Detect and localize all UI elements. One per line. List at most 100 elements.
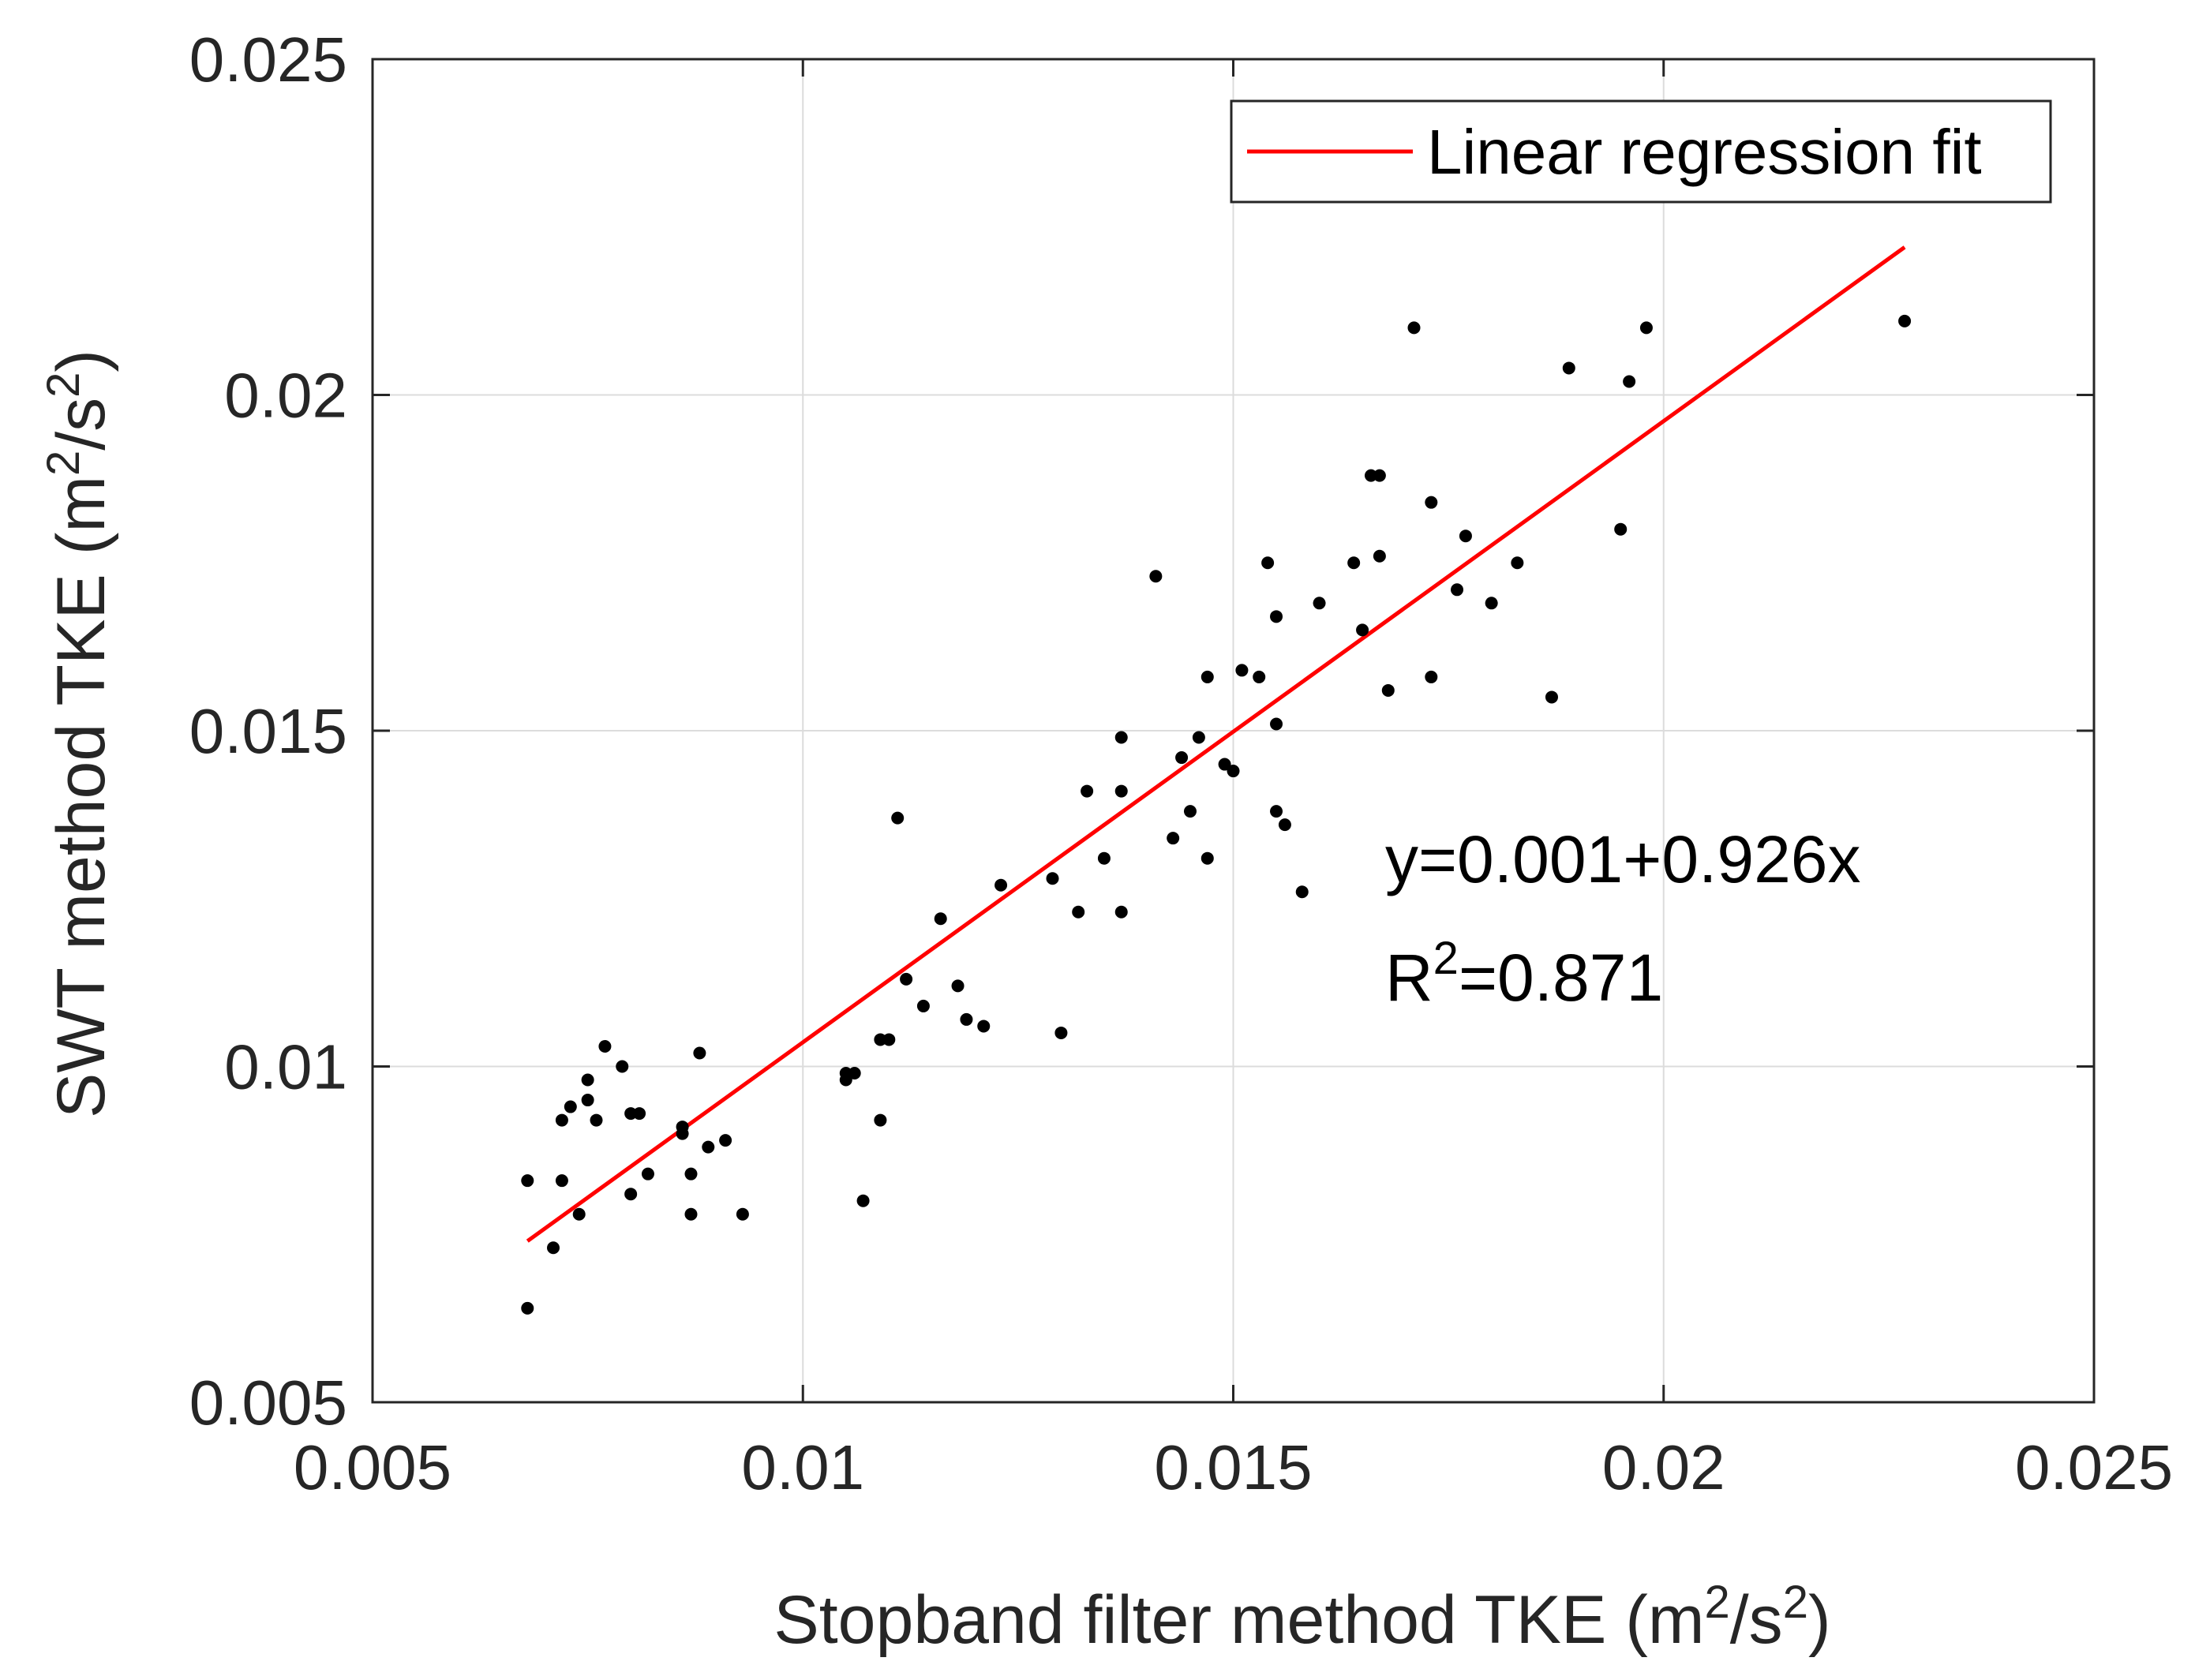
data-point xyxy=(994,878,1008,892)
x-axis-label-mid: /s xyxy=(1730,1582,1783,1658)
data-point xyxy=(1347,556,1361,570)
y-tick-label: 0.01 xyxy=(224,1032,347,1102)
axis-ticks xyxy=(371,58,2096,1404)
data-point xyxy=(1623,375,1636,388)
r-squared-value: =0.871 xyxy=(1459,941,1663,1015)
data-point xyxy=(1451,583,1464,597)
y-tick-labels: 0.005 0.01 0.015 0.02 0.025 xyxy=(189,24,347,1438)
data-point xyxy=(891,811,905,825)
data-point xyxy=(684,1167,698,1180)
data-point xyxy=(1545,690,1558,704)
x-tick-label: 0.005 xyxy=(294,1432,451,1502)
data-point xyxy=(1278,818,1291,832)
data-point xyxy=(1373,549,1386,563)
data-point xyxy=(1270,805,1283,818)
x-tick-label: 0.025 xyxy=(2015,1432,2173,1502)
data-point xyxy=(1313,597,1326,610)
data-point xyxy=(1114,731,1128,744)
regression-fit-line xyxy=(526,245,1906,1243)
data-point xyxy=(521,1174,534,1188)
x-axis-label-prefix: Stopband filter method TKE (m xyxy=(774,1582,1704,1658)
data-point xyxy=(1201,670,1214,683)
data-point xyxy=(1149,570,1163,583)
data-point xyxy=(882,1033,896,1046)
data-point xyxy=(1459,529,1472,543)
data-point xyxy=(1270,610,1283,623)
x-axis-label-suffix: ) xyxy=(1808,1582,1831,1658)
data-point xyxy=(564,1100,577,1113)
data-point xyxy=(1046,872,1059,885)
y-tick-label: 0.015 xyxy=(189,696,347,766)
y-tick-label: 0.025 xyxy=(189,24,347,95)
data-point xyxy=(555,1113,568,1127)
data-point xyxy=(1227,765,1240,778)
y-tick-label: 0.02 xyxy=(224,361,347,431)
data-point xyxy=(916,999,930,1012)
data-point xyxy=(1192,731,1205,744)
legend-entry-label: Linear regression fit xyxy=(1427,117,1982,187)
data-point xyxy=(1898,314,1912,327)
data-point xyxy=(1114,905,1128,919)
data-point xyxy=(598,1039,612,1053)
x-tick-labels: 0.005 0.01 0.015 0.02 0.025 xyxy=(294,1432,2173,1502)
data-point xyxy=(1485,597,1498,610)
data-point xyxy=(1425,670,1438,683)
data-point xyxy=(1511,556,1524,570)
legend: Linear regression fit xyxy=(1230,99,2052,204)
data-point xyxy=(590,1113,603,1127)
data-point xyxy=(641,1167,654,1180)
x-axis-label-superscript-2: 2 xyxy=(1783,1577,1808,1628)
data-point xyxy=(693,1046,706,1060)
data-point xyxy=(1253,670,1266,683)
data-point xyxy=(684,1207,698,1221)
scatter-points xyxy=(521,314,1912,1315)
data-point xyxy=(1356,623,1369,637)
data-point xyxy=(839,1073,852,1087)
data-point xyxy=(521,1301,534,1315)
data-point xyxy=(702,1140,715,1154)
data-point xyxy=(1218,758,1231,771)
regression-equation: y=0.001+0.926x xyxy=(1385,822,1861,896)
x-axis-label-superscript: 2 xyxy=(1705,1577,1730,1628)
r-squared-superscript: 2 xyxy=(1433,933,1459,984)
data-point xyxy=(1425,496,1438,509)
data-point xyxy=(633,1107,646,1121)
y-axis-label-superscript: 2 xyxy=(38,451,89,476)
r-squared-annotation: R2=0.871 xyxy=(1385,933,1663,1015)
data-point xyxy=(1175,751,1189,765)
data-point xyxy=(1097,851,1111,865)
data-point xyxy=(1054,1026,1068,1039)
r-squared-prefix: R xyxy=(1385,941,1433,1015)
y-tick-label: 0.005 xyxy=(189,1368,347,1438)
data-point xyxy=(1167,832,1180,845)
fit-layer xyxy=(526,245,1906,1243)
data-point xyxy=(555,1174,568,1188)
x-tick-label: 0.02 xyxy=(1602,1432,1725,1502)
data-point xyxy=(1201,851,1214,865)
data-point xyxy=(1381,683,1395,697)
data-point xyxy=(977,1020,991,1033)
x-axis-label: Stopband filter method TKE (m2/s2) xyxy=(774,1577,1830,1658)
data-point xyxy=(676,1127,689,1140)
data-point xyxy=(951,979,965,993)
data-point xyxy=(1639,321,1653,335)
data-point xyxy=(1114,784,1128,798)
data-point xyxy=(900,972,913,986)
data-point xyxy=(624,1188,638,1201)
data-point xyxy=(874,1113,887,1127)
data-point xyxy=(848,1067,861,1080)
data-point xyxy=(581,1094,594,1107)
data-point xyxy=(934,912,947,926)
data-point xyxy=(572,1207,586,1221)
data-point xyxy=(719,1134,732,1147)
data-point xyxy=(547,1241,560,1255)
x-tick-label: 0.015 xyxy=(1154,1432,1312,1502)
data-point xyxy=(1373,469,1386,482)
data-point xyxy=(1235,664,1249,677)
data-point xyxy=(1072,905,1085,919)
data-point xyxy=(1261,556,1275,570)
data-point xyxy=(1081,784,1094,798)
y-axis-label: SWT method TKE (m2/s2) xyxy=(38,350,119,1118)
data-point xyxy=(1562,361,1575,375)
